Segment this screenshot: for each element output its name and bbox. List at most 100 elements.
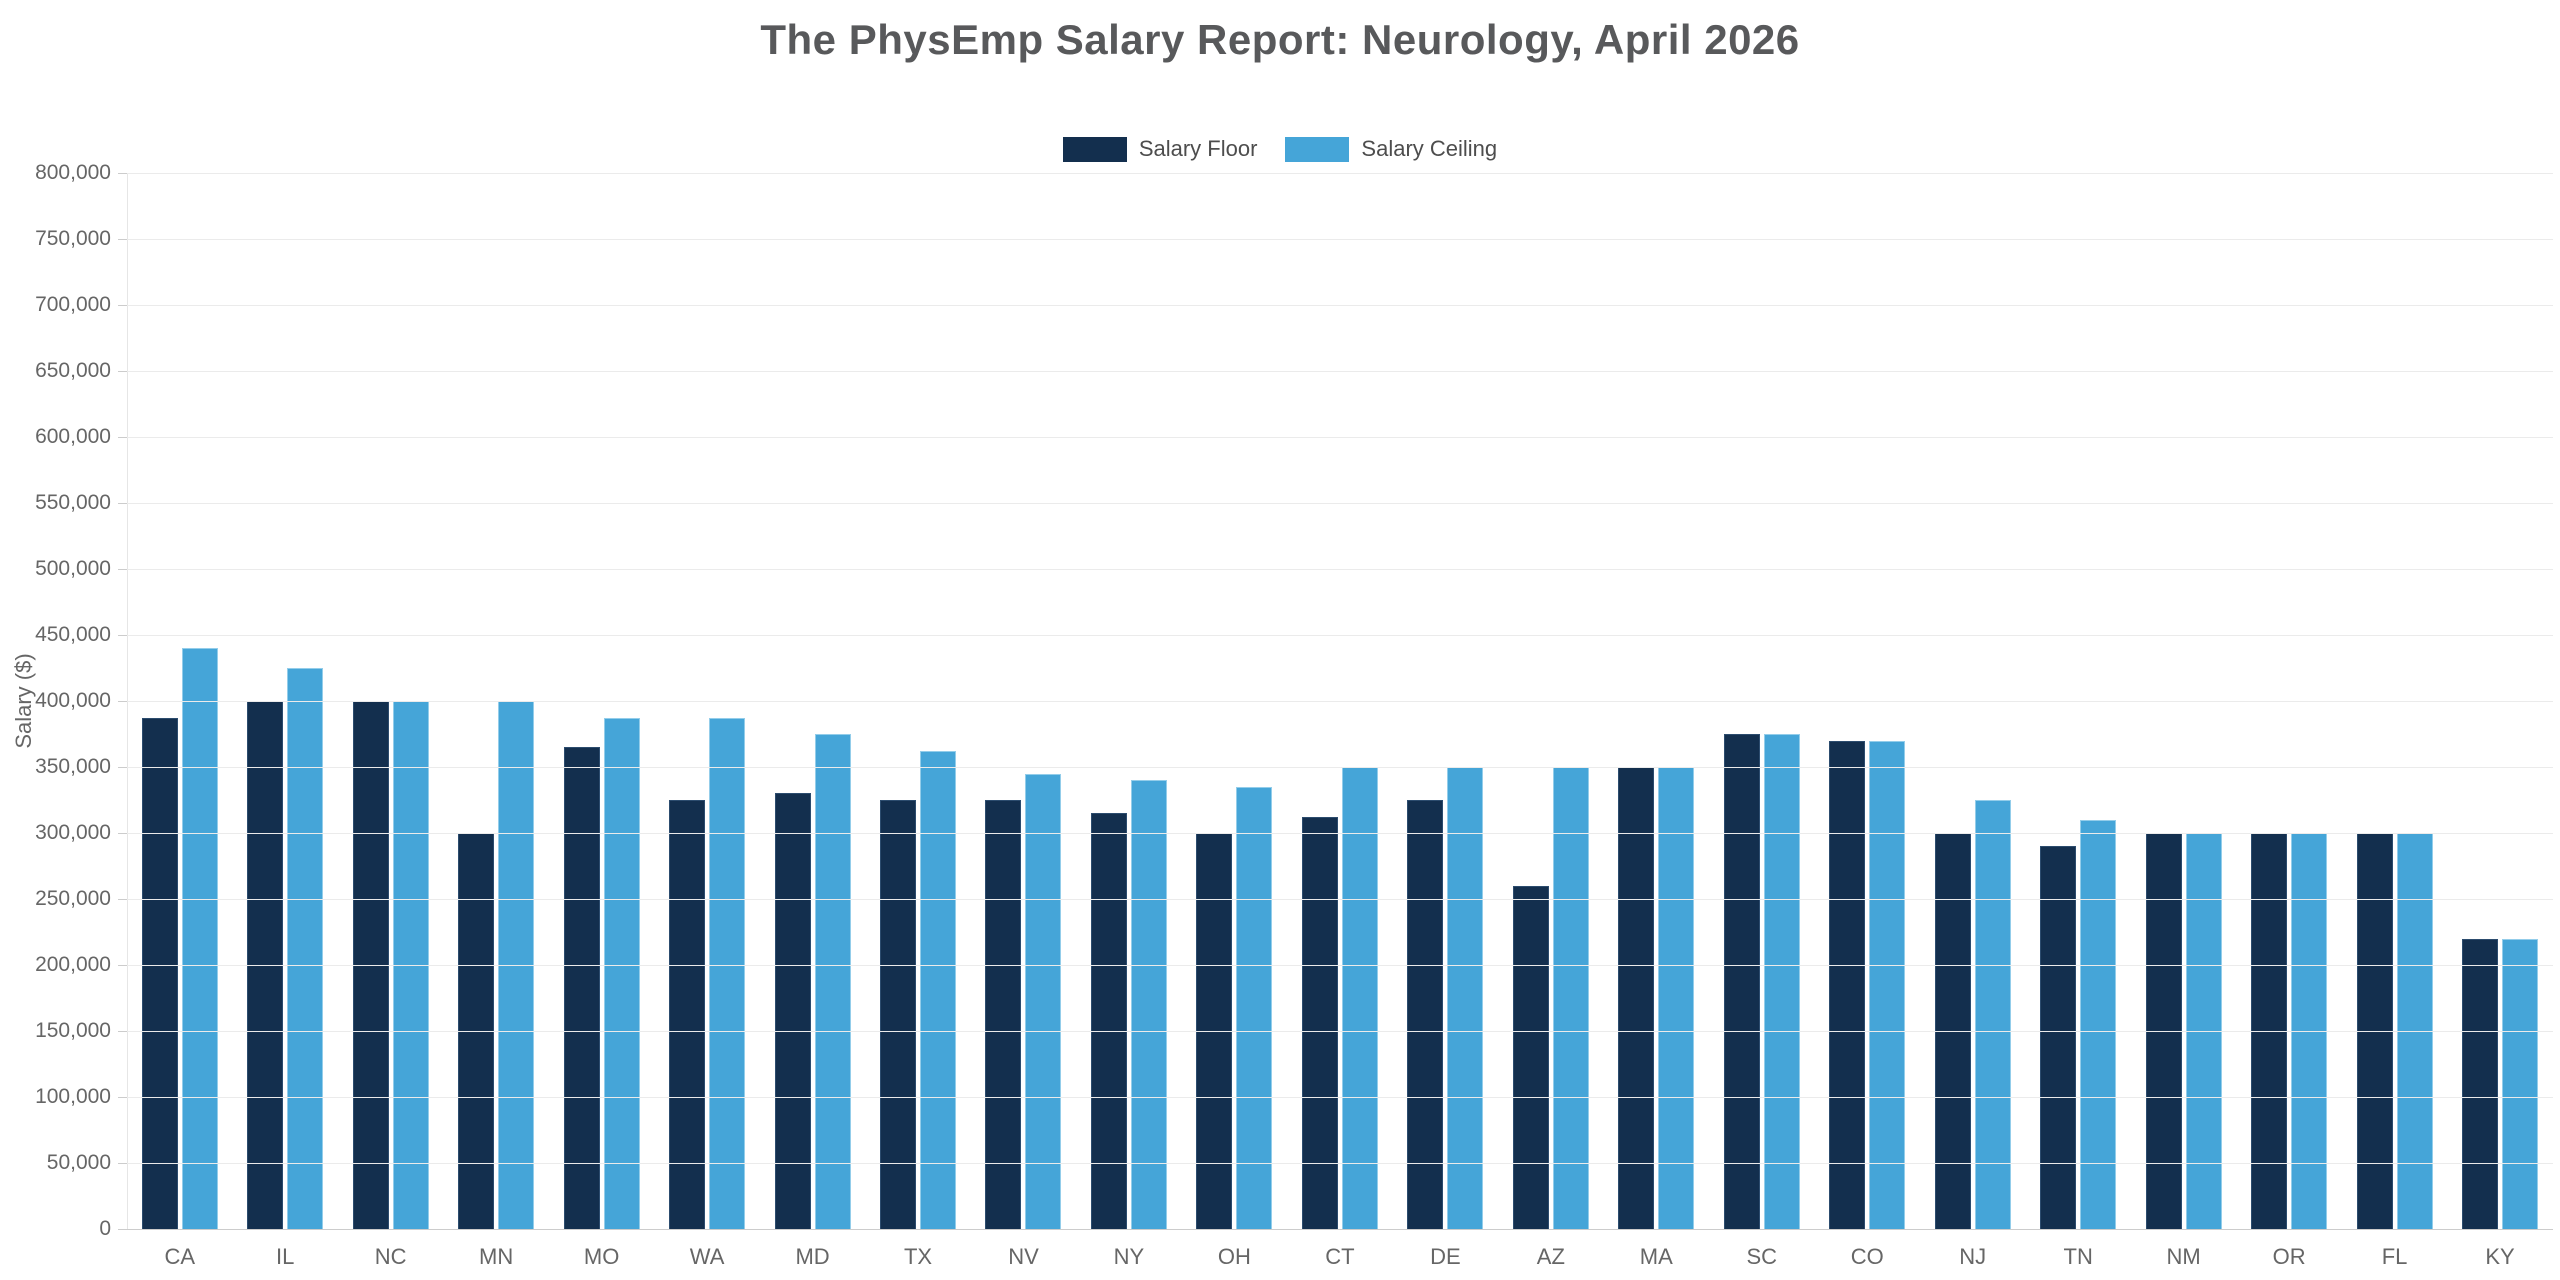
bar-NV-floor[interactable] (985, 800, 1022, 1229)
x-axis-label-NV: NV (1008, 1244, 1039, 1269)
gridline (127, 1163, 2553, 1164)
bar-OH-ceiling[interactable] (1236, 786, 1273, 1229)
salary-floor-swatch-icon (1062, 136, 1127, 162)
x-axis-label-CT: CT (1325, 1244, 1355, 1269)
y-axis-tick (118, 1229, 127, 1230)
y-axis-tick (118, 899, 127, 900)
x-axis-label-NY: NY (1113, 1244, 1145, 1269)
y-tick-label: 400,000 (35, 689, 111, 712)
bar-MD-ceiling[interactable] (814, 734, 851, 1229)
bar-NY-ceiling[interactable] (1130, 780, 1167, 1229)
bar-group-WA: WA (669, 173, 746, 1269)
bar-CA-ceiling[interactable] (181, 648, 218, 1229)
bar-group-NV: NV (985, 173, 1062, 1269)
x-axis-label-AZ: AZ (1536, 1244, 1565, 1269)
y-tick-label: 800,000 (35, 161, 111, 184)
bar-group-TN: TN (2040, 173, 2117, 1269)
bar-TX-floor[interactable] (880, 800, 917, 1229)
gridline (127, 305, 2553, 306)
y-tick-label: 100,000 (35, 1085, 111, 1108)
bar-NJ-ceiling[interactable] (1974, 800, 2011, 1229)
gridline (127, 1229, 2553, 1230)
x-axis-label-CA: CA (164, 1244, 196, 1269)
bar-WA-ceiling[interactable] (709, 717, 746, 1229)
x-axis-label-OH: OH (1217, 1244, 1251, 1269)
bar-group-NY: NY (1090, 173, 1167, 1269)
gridline (127, 899, 2553, 900)
bar-group-MA: MA (1618, 173, 1695, 1269)
legend-item-salary-ceiling[interactable]: Salary Ceiling (1285, 136, 1497, 162)
bar-TX-ceiling[interactable] (920, 750, 957, 1229)
bar-WA-floor[interactable] (669, 800, 706, 1229)
x-axis-label-NJ: NJ (1959, 1244, 1987, 1269)
x-axis-label-OR: OR (2272, 1244, 2306, 1269)
y-axis-tick (118, 635, 127, 636)
bar-group-SC: SC (1723, 173, 1800, 1269)
y-axis-tick (118, 1097, 127, 1098)
bar-MO-floor[interactable] (563, 747, 600, 1229)
bar-group-CO: CO (1829, 173, 1906, 1269)
legend-label-salary-floor: Salary Floor (1138, 136, 1258, 161)
x-axis-label-NC: NC (374, 1244, 407, 1269)
y-axis-tick (118, 239, 127, 240)
bar-CO-ceiling[interactable] (1869, 740, 1906, 1229)
plot-area: CA IL NC MN MO WA MD TX NV NY OH CT DE AZ MA SC CO NJ TN NM… (35, 161, 2553, 1269)
bar-AZ-floor[interactable] (1512, 885, 1549, 1229)
y-tick-label: 550,000 (35, 491, 111, 514)
y-tick-label: 600,000 (35, 425, 111, 448)
bar-SC-ceiling[interactable] (1763, 734, 1800, 1229)
y-tick-label: 650,000 (35, 359, 111, 382)
y-axis-tick (118, 569, 127, 570)
bar-group-MO: MO (563, 173, 640, 1269)
bar-NY-floor[interactable] (1090, 813, 1127, 1229)
salary-ceiling-swatch-icon (1285, 136, 1350, 162)
gridline (127, 833, 2553, 834)
bar-group-CT: CT (1301, 173, 1378, 1269)
bar-MA-ceiling[interactable] (1658, 767, 1695, 1229)
bar-NV-ceiling[interactable] (1025, 773, 1062, 1229)
gridline (127, 569, 2553, 570)
bar-CO-floor[interactable] (1829, 740, 1866, 1229)
bar-MA-floor[interactable] (1618, 767, 1655, 1229)
chart-title: The PhysEmp Salary Report: Neurology, Ap… (760, 16, 1800, 63)
gridline (127, 437, 2553, 438)
y-axis-tick (118, 437, 127, 438)
bar-TN-ceiling[interactable] (2080, 819, 2117, 1229)
bar-SC-floor[interactable] (1723, 734, 1760, 1229)
y-tick-label: 750,000 (35, 227, 111, 250)
y-axis-tick (118, 503, 127, 504)
x-axis-label-SC: SC (1746, 1244, 1778, 1269)
y-axis-tick (118, 701, 127, 702)
legend-item-salary-floor[interactable]: Salary Floor (1062, 136, 1258, 162)
gridline (127, 173, 2553, 174)
y-tick-label: 250,000 (35, 887, 111, 910)
bar-DE-floor[interactable] (1407, 800, 1444, 1229)
bar-IL-ceiling[interactable] (287, 668, 324, 1229)
bar-MD-floor[interactable] (774, 793, 811, 1229)
x-axis-label-CO: CO (1850, 1244, 1884, 1269)
y-axis-tick (118, 371, 127, 372)
gridline (127, 503, 2553, 504)
bar-MO-ceiling[interactable] (603, 717, 640, 1229)
x-axis-label-TN: TN (2063, 1244, 2093, 1269)
x-axis-label-MA: MA (1639, 1244, 1673, 1269)
bar-DE-ceiling[interactable] (1447, 767, 1484, 1229)
x-axis-label-FL: FL (2381, 1244, 2408, 1269)
bar-group-TX: TX (880, 173, 957, 1269)
gridline (127, 1031, 2553, 1032)
y-axis-tick (118, 767, 127, 768)
gridline (127, 635, 2553, 636)
bar-AZ-ceiling[interactable] (1552, 767, 1589, 1229)
gridline (127, 1097, 2553, 1098)
bar-CT-ceiling[interactable] (1341, 767, 1378, 1229)
bar-CT-floor[interactable] (1301, 816, 1338, 1229)
bar-KY-floor[interactable] (2462, 938, 2499, 1229)
y-tick-label: 500,000 (35, 557, 111, 580)
bar-TN-floor[interactable] (2040, 846, 2077, 1229)
x-axis-label-DE: DE (1430, 1244, 1461, 1269)
x-axis-label-TX: TX (903, 1244, 933, 1269)
y-tick-label: 0 (99, 1217, 111, 1240)
bar-CA-floor[interactable] (141, 717, 178, 1229)
bar-KY-ceiling[interactable] (2502, 938, 2539, 1229)
